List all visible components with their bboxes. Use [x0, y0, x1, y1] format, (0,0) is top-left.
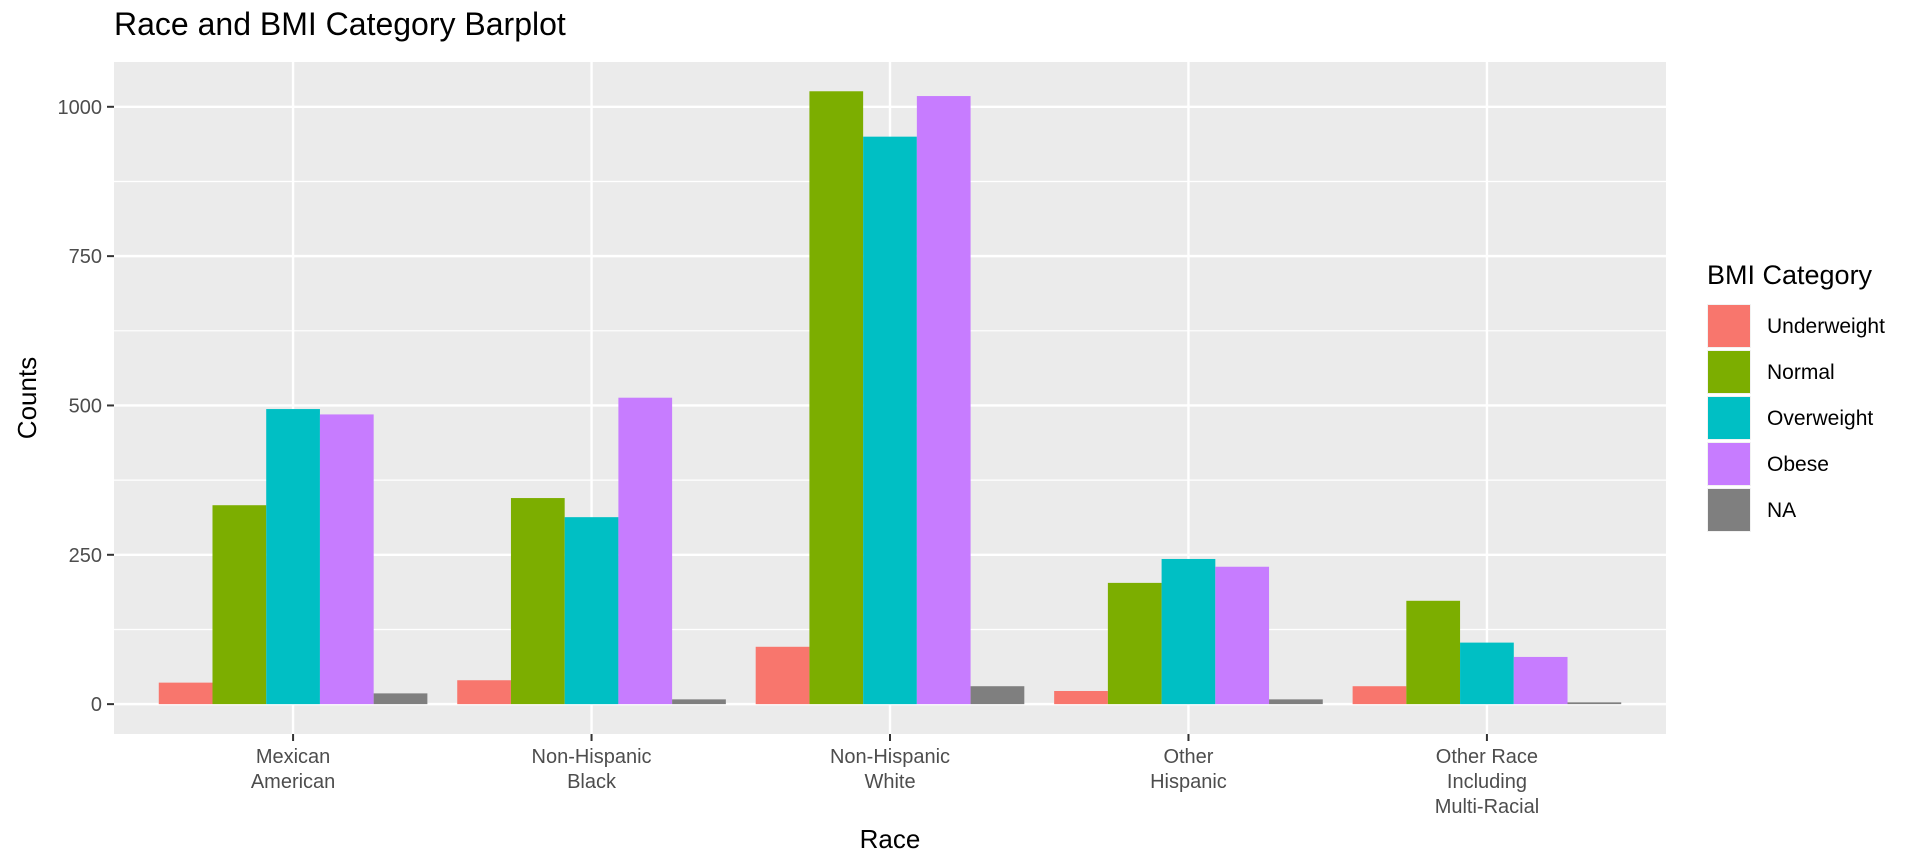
bar-overweight-1	[564, 517, 619, 705]
x-tick-label-line: White	[864, 771, 915, 793]
legend-swatch-obese	[1708, 443, 1750, 485]
y-tick-label: 1000	[58, 97, 103, 119]
x-tick-label: Mexican American	[251, 746, 335, 793]
x-tick-label-line: Multi-Racial	[1435, 796, 1539, 818]
legend: BMI Category Underweight Normal Overweight…	[1707, 260, 1885, 532]
bar-obese-1	[618, 397, 673, 705]
x-tick-label-line: Other Race	[1436, 746, 1538, 768]
x-tick-label-line: Other	[1163, 746, 1213, 768]
y-axis: 0 250 500 750 1000	[58, 97, 114, 716]
bar-obese-0	[319, 414, 374, 705]
y-tick-label: 750	[69, 246, 102, 268]
legend-label-underweight: Underweight	[1767, 315, 1885, 338]
bar-obese-4	[1513, 656, 1568, 705]
x-tick-label: Non-Hispanic Black	[532, 746, 652, 793]
legend-swatch-na	[1708, 489, 1750, 531]
y-axis-title: Counts	[12, 357, 42, 439]
y-tick-label: 0	[91, 694, 102, 716]
bar-na-3	[1269, 699, 1323, 705]
bar-obese-2	[916, 96, 971, 705]
bar-underweight-0	[158, 682, 213, 705]
legend-label-obese: Obese	[1767, 453, 1829, 476]
legend-label-na: NA	[1767, 499, 1796, 522]
x-tick-label-line: Non-Hispanic	[532, 746, 652, 768]
bar-underweight-4	[1352, 686, 1407, 705]
x-tick-label: Other Race Including Multi-Racial	[1435, 746, 1539, 818]
bar-normal-4	[1406, 600, 1461, 705]
legend-title: BMI Category	[1707, 260, 1873, 290]
x-tick-label-line: Hispanic	[1150, 771, 1227, 793]
y-tick-label: 250	[69, 545, 102, 567]
bar-underweight-3	[1054, 690, 1108, 705]
bar-normal-1	[510, 498, 565, 705]
x-axis-title: Race	[860, 824, 921, 854]
bar-underweight-2	[755, 646, 810, 705]
x-tick-label: Non-Hispanic White	[830, 746, 950, 793]
x-tick-label: Other Hispanic	[1150, 746, 1227, 793]
bar-obese-3	[1215, 566, 1270, 705]
bars	[158, 91, 1622, 705]
bar-overweight-2	[863, 136, 917, 705]
x-tick-label-line: Black	[567, 771, 617, 793]
x-tick-label-line: Including	[1447, 771, 1527, 793]
legend-label-normal: Normal	[1767, 361, 1835, 384]
x-tick-label-line: Mexican	[256, 746, 330, 768]
bar-underweight-1	[457, 680, 511, 705]
bar-na-4	[1567, 702, 1622, 705]
bar-overweight-0	[266, 409, 320, 705]
x-tick-label-line: American	[251, 771, 335, 793]
legend-swatch-normal	[1708, 351, 1750, 393]
x-tick-label-line: Non-Hispanic	[830, 746, 950, 768]
y-tick-label: 500	[69, 395, 102, 417]
chart-title: Race and BMI Category Barplot	[114, 6, 566, 42]
bar-normal-3	[1107, 582, 1162, 705]
bar-overweight-3	[1161, 558, 1216, 705]
bar-normal-2	[809, 91, 864, 705]
legend-swatch-underweight	[1708, 305, 1750, 347]
legend-swatch-overweight	[1708, 397, 1750, 439]
bar-na-2	[970, 686, 1025, 705]
bar-normal-0	[212, 505, 267, 705]
legend-label-overweight: Overweight	[1767, 407, 1873, 430]
bar-overweight-4	[1460, 642, 1514, 705]
bar-na-0	[373, 693, 428, 705]
bar-na-1	[672, 699, 726, 705]
